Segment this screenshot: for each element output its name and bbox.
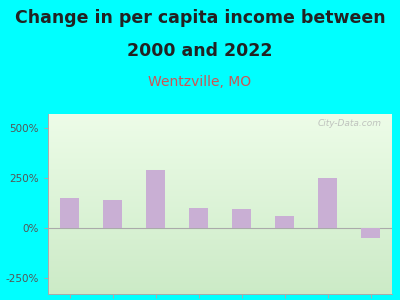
Bar <box>232 209 251 228</box>
Text: Change in per capita income between: Change in per capita income between <box>15 9 385 27</box>
Text: Wentzville, MO: Wentzville, MO <box>148 75 252 89</box>
Bar <box>275 216 294 228</box>
Text: 2000 and 2022: 2000 and 2022 <box>127 42 273 60</box>
Text: City-Data.com: City-Data.com <box>318 119 382 128</box>
Bar <box>103 200 122 228</box>
Bar <box>361 228 380 238</box>
Bar <box>146 170 165 228</box>
Bar <box>60 198 79 228</box>
Bar <box>318 178 337 228</box>
Bar <box>189 208 208 228</box>
